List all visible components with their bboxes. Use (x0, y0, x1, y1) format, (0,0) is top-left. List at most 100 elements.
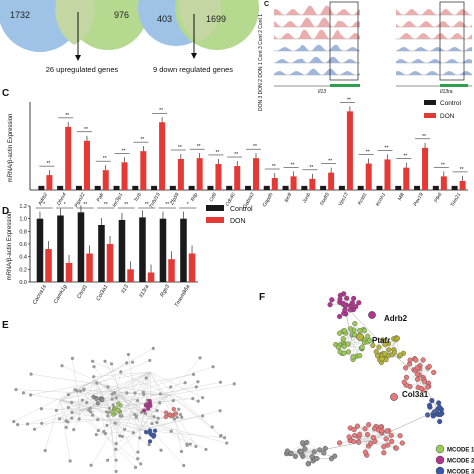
network-node (130, 360, 135, 364)
cluster-node (426, 402, 433, 408)
network-edge (149, 371, 153, 424)
network-cluster-node (151, 434, 156, 439)
cluster-node (314, 455, 320, 462)
panel-d-bar-control (57, 215, 64, 282)
cluster-edge (415, 359, 434, 373)
network-cluster-node (147, 439, 153, 444)
panel-c-bar-don (422, 147, 429, 190)
cluster-node (337, 313, 343, 320)
network-edge (59, 360, 150, 401)
network-node (196, 380, 200, 384)
panel-c-xtick-label: Rilp (190, 192, 200, 203)
panel-c-sig-label: ** (272, 164, 276, 170)
panel-c-sig-label: ** (309, 165, 313, 171)
network-edge (103, 394, 171, 432)
cluster-node (370, 435, 376, 441)
cluster-node (391, 349, 398, 355)
cluster-node (350, 354, 356, 360)
panel-d-xtick-label: Col3a1 (96, 284, 110, 302)
network-edge (90, 371, 151, 466)
network-node (225, 441, 229, 445)
network-node (106, 458, 110, 462)
panel-c-bar-control (151, 185, 158, 190)
network-edge (169, 394, 213, 428)
panel-d-letter: D (2, 206, 9, 217)
panel-b-letter: C (264, 1, 269, 8)
network-cluster-node (116, 401, 121, 406)
panel-c-bar-control (57, 185, 64, 190)
cluster-node (379, 428, 385, 434)
cluster-node (356, 300, 362, 306)
cluster-link (417, 374, 439, 411)
network-node (180, 415, 184, 419)
network-node (29, 393, 33, 397)
network-edge (169, 394, 221, 437)
panel-c-bar-control (188, 185, 195, 190)
cluster-node (415, 371, 421, 377)
network-edge (112, 371, 151, 395)
cluster-node (383, 436, 389, 442)
cluster-node (352, 321, 358, 327)
panel-a: 1732 976 26 upregulated genes 403 1699 9… (0, 0, 259, 74)
network-edge (17, 419, 111, 425)
panel-d-xtick-label: Il13 (120, 283, 130, 294)
network-node (175, 415, 179, 419)
network-edge (121, 415, 141, 431)
panel-c-sig-label: ** (385, 145, 389, 151)
track-signal (396, 71, 472, 75)
panel-c-bar-don (271, 178, 278, 190)
panel-d-ytick-label: 0.6 (19, 242, 27, 248)
network-edge (59, 399, 71, 462)
network-node (112, 390, 116, 395)
network-edge (23, 392, 61, 401)
panel-d-sig-label: * (64, 202, 66, 208)
network-cluster-node (91, 394, 96, 399)
panel-c-bar-control (94, 185, 101, 190)
network-node (142, 393, 146, 397)
network-node (66, 393, 71, 397)
track-highlight-box (439, 1, 465, 81)
panel-c-bar-don (159, 122, 166, 190)
cluster-node (437, 411, 444, 418)
network-node (91, 413, 95, 417)
panel-c-bar-don (83, 140, 90, 190)
panel-c-xtick-label: Nudt5 (319, 192, 331, 207)
network-edge (94, 379, 159, 419)
network-cluster-node (147, 398, 152, 404)
panel-c-bar-control (451, 185, 458, 190)
network-node (14, 388, 18, 392)
network-node (177, 407, 181, 411)
cluster-node (342, 307, 348, 313)
panel-c-xtick-label: Ptk6 (433, 192, 443, 204)
labeled-node (368, 311, 376, 319)
track-signal (274, 44, 360, 51)
network-node (131, 431, 136, 435)
network-edge (169, 394, 199, 402)
network-node (72, 428, 76, 432)
panel-c-sig-label: ** (103, 156, 107, 162)
network-node (194, 444, 198, 448)
network-node (32, 427, 37, 431)
cluster-node (374, 353, 381, 359)
cluster-node (340, 301, 347, 307)
panel-c-xtick-label: Vps13 (337, 192, 349, 207)
panel-c-sig-label: ** (253, 144, 257, 150)
legend-swatch (435, 444, 445, 454)
network-edge (71, 412, 111, 421)
panel-c-bar-control (244, 185, 251, 190)
cluster-node (362, 426, 368, 432)
cluster-node (426, 363, 432, 370)
panel-c-bar-don (234, 166, 241, 190)
network-node (147, 443, 151, 447)
network-node (222, 436, 227, 440)
panel-c-xtick-label: Kctd1 (357, 192, 369, 206)
network-node (77, 417, 81, 421)
panel-c-sig-label: ** (197, 144, 201, 150)
network-edge (41, 409, 81, 424)
network-edge (96, 429, 141, 435)
track-signal (396, 9, 472, 15)
panel-c-bar-don (346, 111, 353, 190)
network-node (133, 412, 137, 417)
panel-c-bar-don (384, 159, 391, 190)
cluster-node (415, 376, 421, 382)
